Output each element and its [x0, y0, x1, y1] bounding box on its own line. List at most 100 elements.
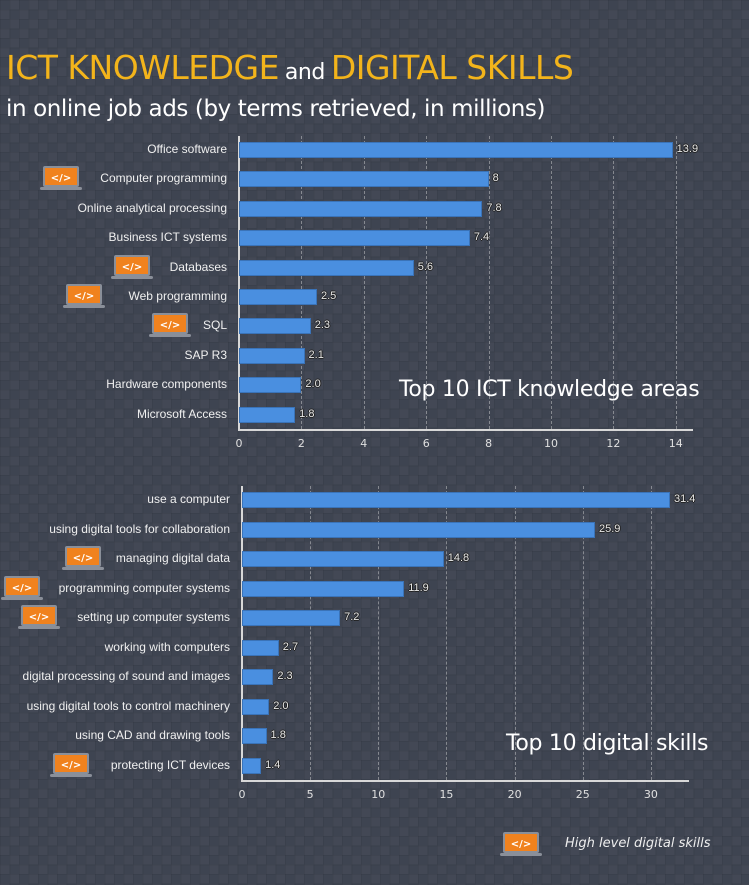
value-label: 2.0: [305, 378, 321, 391]
svg-text:</>: </>: [51, 173, 71, 184]
gridline: [514, 486, 516, 780]
bar: [242, 521, 596, 538]
svg-text:</>: </>: [12, 583, 32, 594]
bar: [239, 230, 470, 247]
bar: [239, 406, 296, 423]
value-label: 5.6: [417, 260, 434, 273]
bar-row: programming computer systems 11.9: [0, 579, 749, 599]
legend-laptop-code-icon: </>: [500, 832, 542, 858]
chart-title: Top 10 digital skills: [506, 731, 709, 756]
bar-row: Computer programming 8: [0, 169, 749, 189]
category-label: Web programming: [128, 289, 227, 303]
category-label: SAP R3: [184, 347, 227, 362]
bar: [242, 551, 444, 567]
gridline: [675, 136, 677, 429]
x-tick-label: 10: [544, 437, 558, 450]
x-axis: [238, 429, 693, 431]
category-label: managing digital data: [115, 551, 230, 565]
x-tick-label: 2: [297, 437, 305, 450]
category-label: digital processing of sound and images: [22, 669, 230, 683]
title-ict-knowledge: ICT KNOWLEDGE: [6, 48, 279, 87]
category-label: setting up computer systems: [77, 610, 230, 624]
x-tick-label: 5: [306, 788, 314, 801]
x-tick-label: 20: [507, 788, 522, 801]
bar: [242, 728, 267, 744]
bar-row: working with computers 2.7: [0, 638, 749, 658]
category-label: Online analytical processing: [77, 200, 227, 215]
x-tick-label: 14: [668, 437, 683, 450]
value-label: 2.3: [314, 319, 331, 332]
bar: [239, 259, 414, 276]
bar-row: use a computer 31.4: [0, 490, 749, 510]
bar: [239, 377, 302, 394]
page-subtitle: in online job ads (by terms retrieved, i…: [6, 96, 546, 122]
category-label: using CAD and drawing tools: [75, 728, 230, 742]
gridline: [650, 486, 652, 780]
gridline: [378, 486, 380, 780]
gridline: [310, 486, 312, 780]
value-label: 25.9: [599, 522, 621, 535]
laptop-code-icon: </>: [1, 575, 43, 602]
value-label: 31.4: [673, 493, 696, 505]
laptop-code-icon: </>: [149, 313, 191, 339]
category-label: working with computers: [104, 639, 230, 654]
laptop-code-icon: </>: [40, 166, 82, 192]
laptop-code-icon: </>: [18, 605, 60, 631]
value-label: 7.2: [344, 611, 360, 623]
page-title: ICT KNOWLEDGE and DIGITAL SKILLS: [6, 48, 574, 93]
bar-row: Microsoft Access 1.8: [0, 405, 749, 425]
bar: [239, 200, 483, 217]
value-label: 8: [492, 172, 499, 185]
category-label: SQL: [202, 318, 227, 333]
bar-row: using digital tools for collaboration 25.…: [0, 520, 749, 540]
y-axis: [241, 486, 243, 781]
gridline: [582, 486, 584, 780]
gridline: [301, 136, 303, 429]
gridline: [488, 136, 490, 429]
category-label: using digital tools to control machinery: [26, 698, 230, 713]
value-label: 2.7: [282, 640, 299, 653]
svg-text:</>: </>: [160, 320, 180, 331]
category-label: use a computer: [147, 492, 230, 506]
x-tick-label: 0: [235, 437, 243, 450]
bar-row: managing digital data 14.8: [0, 549, 749, 569]
category-label: Microsoft Access: [136, 406, 227, 421]
svg-text:</>: </>: [61, 760, 81, 771]
value-label: 11.9: [408, 581, 429, 594]
title-and: and: [284, 60, 325, 85]
category-label: Business ICT systems: [108, 230, 227, 245]
bar: [239, 171, 489, 188]
bar-row: Web programming 2.5: [0, 287, 749, 307]
bar-row: using CAD and drawing tools 1.8: [0, 726, 749, 746]
bar-row: SAP R3 2.1: [0, 346, 749, 366]
value-label: 2.5: [321, 290, 337, 302]
x-tick-label: 15: [439, 788, 454, 801]
value-label: 2.3: [277, 670, 293, 682]
x-tick-label: 4: [360, 437, 368, 450]
bar: [242, 639, 279, 656]
bar: [239, 289, 317, 305]
bar: [239, 318, 311, 335]
bar-row: Online analytical processing 7.8: [0, 199, 749, 219]
category-label: Office software: [147, 142, 227, 156]
gridline: [613, 136, 615, 429]
bar: [242, 757, 262, 774]
bar-row: Hardware components 2.0: [0, 375, 749, 395]
x-tick-label: 12: [606, 437, 621, 450]
x-tick-label: 0: [238, 788, 246, 801]
value-label: 13.9: [676, 143, 699, 155]
y-axis: [238, 136, 240, 430]
laptop-code-icon: </>: [50, 752, 92, 779]
gridline: [426, 136, 428, 429]
chart-title: Top 10 ICT knowledge areas: [399, 377, 700, 402]
value-label: 1.4: [265, 758, 281, 771]
bar-row: setting up computer systems 7.2: [0, 608, 749, 628]
category-label: Computer programming: [100, 171, 227, 186]
laptop-code-icon: </>: [63, 284, 105, 310]
x-tick-label: 10: [371, 788, 386, 801]
x-tick-label: 30: [643, 788, 658, 801]
title-digital-skills: DIGITAL SKILLS: [330, 48, 574, 87]
laptop-code-icon: </>: [62, 546, 104, 572]
category-label: using digital tools for collaboration: [49, 521, 230, 536]
laptop-code-icon: </>: [111, 254, 153, 281]
